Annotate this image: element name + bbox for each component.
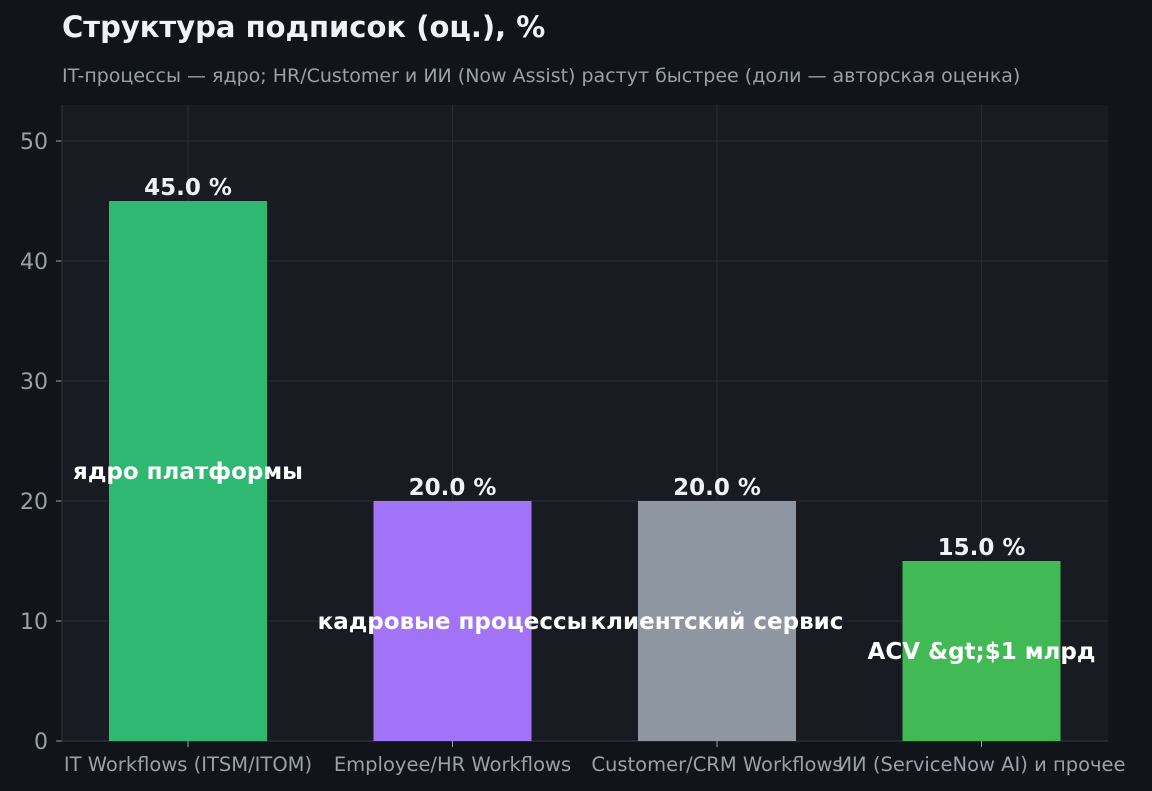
bar: [902, 561, 1061, 741]
y-tick-label: 50: [20, 130, 48, 155]
bar: [109, 201, 267, 741]
x-tick-label: Customer/CRM Workflows: [591, 753, 842, 776]
x-tick-label: ИИ (ServiceNow AI) и прочее: [837, 753, 1125, 776]
bar-annotation: кадровые процессы: [318, 609, 588, 635]
value-label: 20.0 %: [409, 475, 497, 501]
chart-title: Структура подписок (оц.), %: [62, 10, 546, 44]
bar-annotation: ACV &gt;$1 млрд: [868, 639, 1096, 665]
y-tick-label: 20: [20, 490, 48, 515]
y-tick-label: 40: [20, 250, 48, 275]
bar-annotation: ядро платформы: [73, 459, 303, 485]
value-label: 15.0 %: [938, 535, 1026, 561]
value-label: 20.0 %: [673, 475, 761, 501]
x-tick-label: Employee/HR Workflows: [334, 753, 571, 776]
y-tick-label: 10: [20, 610, 48, 635]
y-tick-label: 30: [20, 370, 48, 395]
chart-subtitle: IT-процессы — ядро; HR/Customer и ИИ (No…: [62, 65, 1021, 87]
bar: [373, 501, 532, 741]
y-tick-label: 0: [34, 730, 48, 755]
bar-annotation: клиентский сервис: [591, 609, 844, 635]
value-label: 45.0 %: [144, 175, 232, 201]
bar: [638, 501, 796, 741]
x-tick-label: IT Workflows (ITSM/ITOM): [64, 753, 312, 776]
